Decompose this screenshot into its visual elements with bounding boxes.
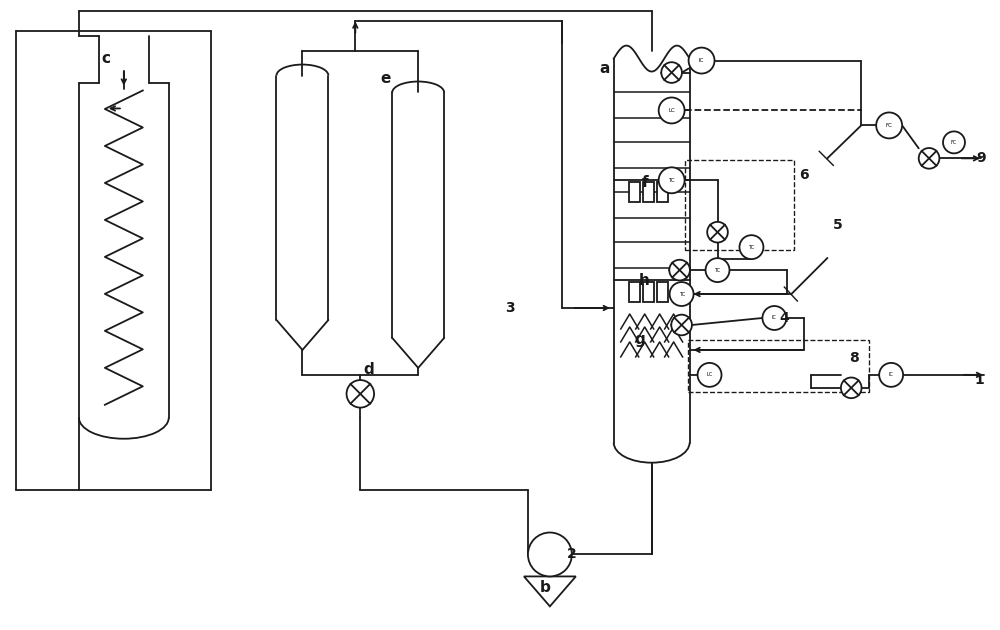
Circle shape [347,380,374,408]
Text: h: h [639,273,650,287]
Text: IC: IC [889,372,894,377]
Bar [688,340,869,392]
Text: b: b [539,580,550,595]
Circle shape [659,168,685,193]
Text: TC: TC [714,268,721,273]
Circle shape [659,98,685,123]
Circle shape [528,532,572,576]
Bar [629,282,640,302]
Circle shape [919,148,939,169]
Circle shape [661,62,682,83]
Text: IC: IC [699,58,704,63]
Text: a: a [600,61,610,76]
Circle shape [671,314,692,335]
Text: TC: TC [748,244,755,249]
Text: 4: 4 [779,311,789,325]
Text: f: f [641,175,648,190]
Text: TC: TC [679,292,685,297]
Bar [643,282,654,302]
Bar [685,161,794,250]
Text: 8: 8 [849,351,859,365]
Text: TC: TC [668,178,675,183]
Circle shape [670,282,694,306]
Circle shape [698,363,722,387]
Bar [657,182,668,202]
Bar [643,182,654,202]
Bar [629,182,640,202]
Text: 6: 6 [800,168,809,182]
Circle shape [876,112,902,139]
Circle shape [879,363,903,387]
Text: c: c [101,51,110,66]
Circle shape [707,222,728,243]
Text: 3: 3 [505,301,515,315]
Text: e: e [380,71,390,86]
Circle shape [841,377,862,398]
Circle shape [689,48,715,74]
Polygon shape [524,576,576,606]
Text: 9: 9 [976,151,986,165]
Text: 1: 1 [974,373,984,387]
Text: 5: 5 [832,218,842,232]
Circle shape [739,235,763,259]
Text: 2: 2 [567,547,577,561]
Bar [657,282,668,302]
Circle shape [669,260,690,280]
Text: LC: LC [668,108,675,113]
Text: LC: LC [706,372,713,377]
Text: FC: FC [886,123,893,128]
Text: g: g [634,333,645,347]
Text: FC: FC [951,140,957,145]
Text: d: d [363,362,374,377]
Circle shape [762,306,786,330]
Text: IC: IC [772,316,777,321]
Circle shape [706,258,729,282]
Circle shape [943,132,965,153]
